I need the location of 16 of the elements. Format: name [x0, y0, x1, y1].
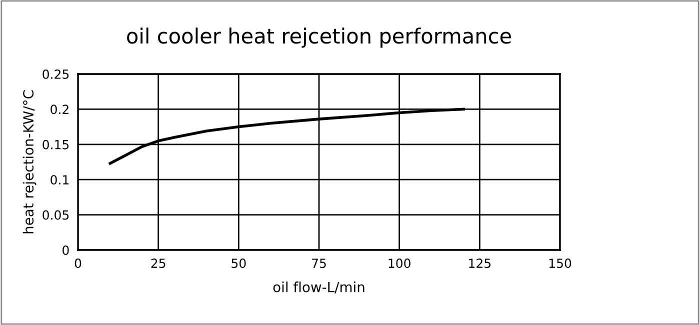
x-tick-label: 0 [74, 258, 82, 268]
x-tick-label: 75 [312, 258, 326, 268]
x-tick-label: 150 [549, 258, 572, 268]
y-tick-label: 0.05 [42, 210, 69, 220]
x-tick-label: 50 [232, 258, 246, 268]
x-tick-label: 125 [469, 258, 491, 268]
y-tick-label: 0.2 [50, 104, 68, 114]
y-tick-label: 0.1 [50, 175, 69, 185]
y-tick-label: 0 [62, 245, 69, 255]
y-tick-label: 0.15 [42, 140, 69, 150]
x-tick-label: 100 [388, 258, 410, 268]
chart-title: oil cooler heat rejcetion performance [127, 28, 511, 48]
y-tick-label: 0.25 [42, 69, 69, 79]
y-axis-title: heat rejection-KW/°C [22, 90, 36, 234]
x-axis-title: oil flow-L/min [273, 282, 364, 294]
x-tick-label: 25 [151, 258, 166, 268]
